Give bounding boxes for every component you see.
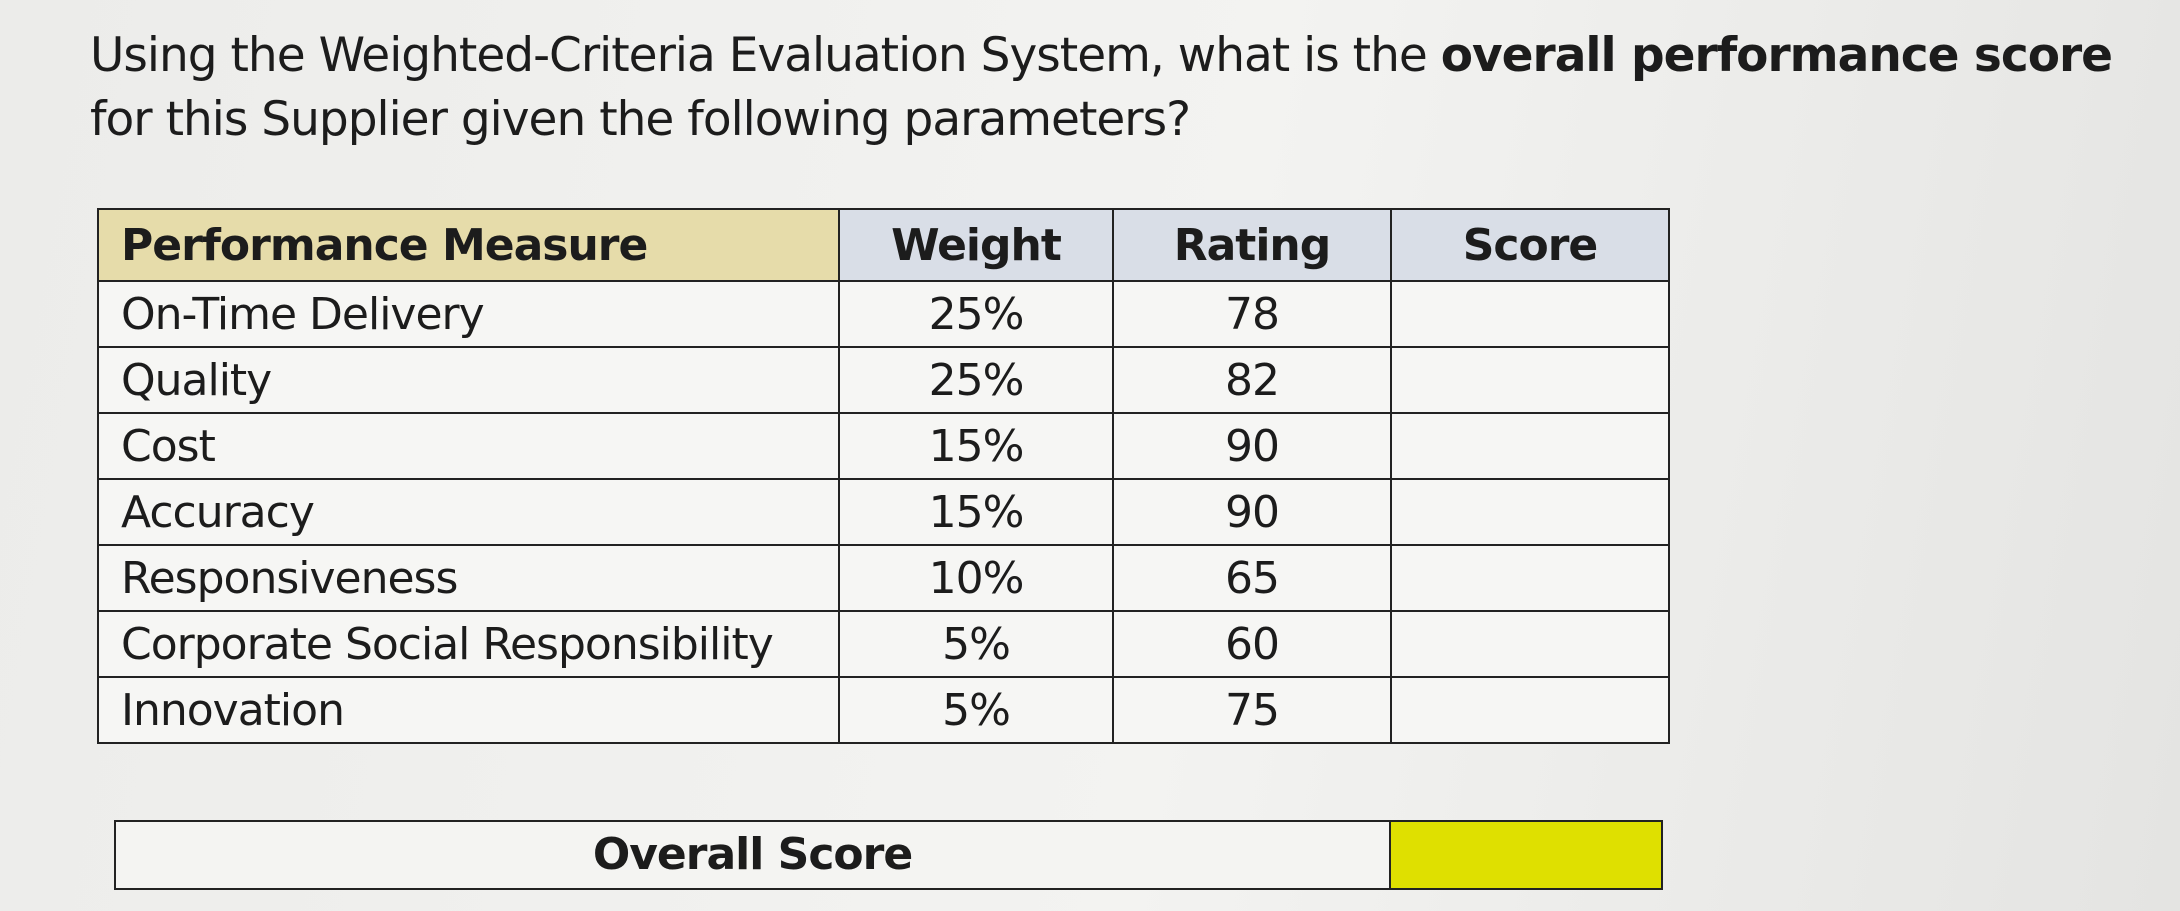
- value-cell: 65: [1112, 544, 1392, 612]
- overall-row: Overall Score: [114, 820, 1663, 890]
- value-cell: 5%: [838, 676, 1114, 744]
- overall-label: Overall Score: [116, 822, 1391, 888]
- score-cell[interactable]: [1390, 610, 1670, 678]
- table-row: Accuracy 15% 90: [97, 478, 1670, 546]
- value-cell: 78: [1112, 280, 1392, 348]
- measure-cell: Responsiveness: [97, 544, 840, 612]
- score-cell[interactable]: [1390, 280, 1670, 348]
- table-row: Quality 25% 82: [97, 346, 1670, 414]
- score-table: Performance Measure Weight Rating Score On-T…: [97, 208, 1670, 744]
- table-row: Corporate Social Responsibility 5% 60: [97, 610, 1670, 678]
- question-text: Using the Weighted-Criteria Evaluation S…: [90, 28, 1441, 83]
- value-cell: 90: [1112, 412, 1392, 480]
- value-cell: 25%: [838, 280, 1114, 348]
- value-cell: 15%: [838, 412, 1114, 480]
- header-cell: Weight: [838, 208, 1114, 282]
- measure-cell: On-Time Delivery: [97, 280, 840, 348]
- table-row: Innovation 5% 75: [97, 676, 1670, 744]
- question-text: for this Supplier given the following pa…: [90, 92, 1191, 147]
- table-row: On-Time Delivery 25% 78: [97, 280, 1670, 348]
- question: Using the Weighted-Criteria Evaluation S…: [90, 24, 2130, 152]
- score-cell[interactable]: [1390, 346, 1670, 414]
- measure-cell: Accuracy: [97, 478, 840, 546]
- header-cell: Rating: [1112, 208, 1392, 282]
- value-cell: 90: [1112, 478, 1392, 546]
- measure-cell: Corporate Social Responsibility: [97, 610, 840, 678]
- header-cell: Score: [1390, 208, 1670, 282]
- header-cell: Performance Measure: [97, 208, 840, 282]
- measure-cell: Cost: [97, 412, 840, 480]
- value-cell: 25%: [838, 346, 1114, 414]
- value-cell: 75: [1112, 676, 1392, 744]
- overall-input[interactable]: [1391, 822, 1661, 888]
- question-bold: overall performance score: [1440, 28, 2113, 83]
- value-cell: 60: [1112, 610, 1392, 678]
- value-cell: 5%: [838, 610, 1114, 678]
- score-cell[interactable]: [1390, 676, 1670, 744]
- value-cell: 15%: [838, 478, 1114, 546]
- value-cell: 10%: [838, 544, 1114, 612]
- header-row: Performance Measure Weight Rating Score: [97, 208, 1670, 282]
- measure-cell: Innovation: [97, 676, 840, 744]
- table-row: Cost 15% 90: [97, 412, 1670, 480]
- measure-cell: Quality: [97, 346, 840, 414]
- score-cell[interactable]: [1390, 412, 1670, 480]
- value-cell: 82: [1112, 346, 1392, 414]
- score-cell[interactable]: [1390, 544, 1670, 612]
- table-row: Responsiveness 10% 65: [97, 544, 1670, 612]
- score-cell[interactable]: [1390, 478, 1670, 546]
